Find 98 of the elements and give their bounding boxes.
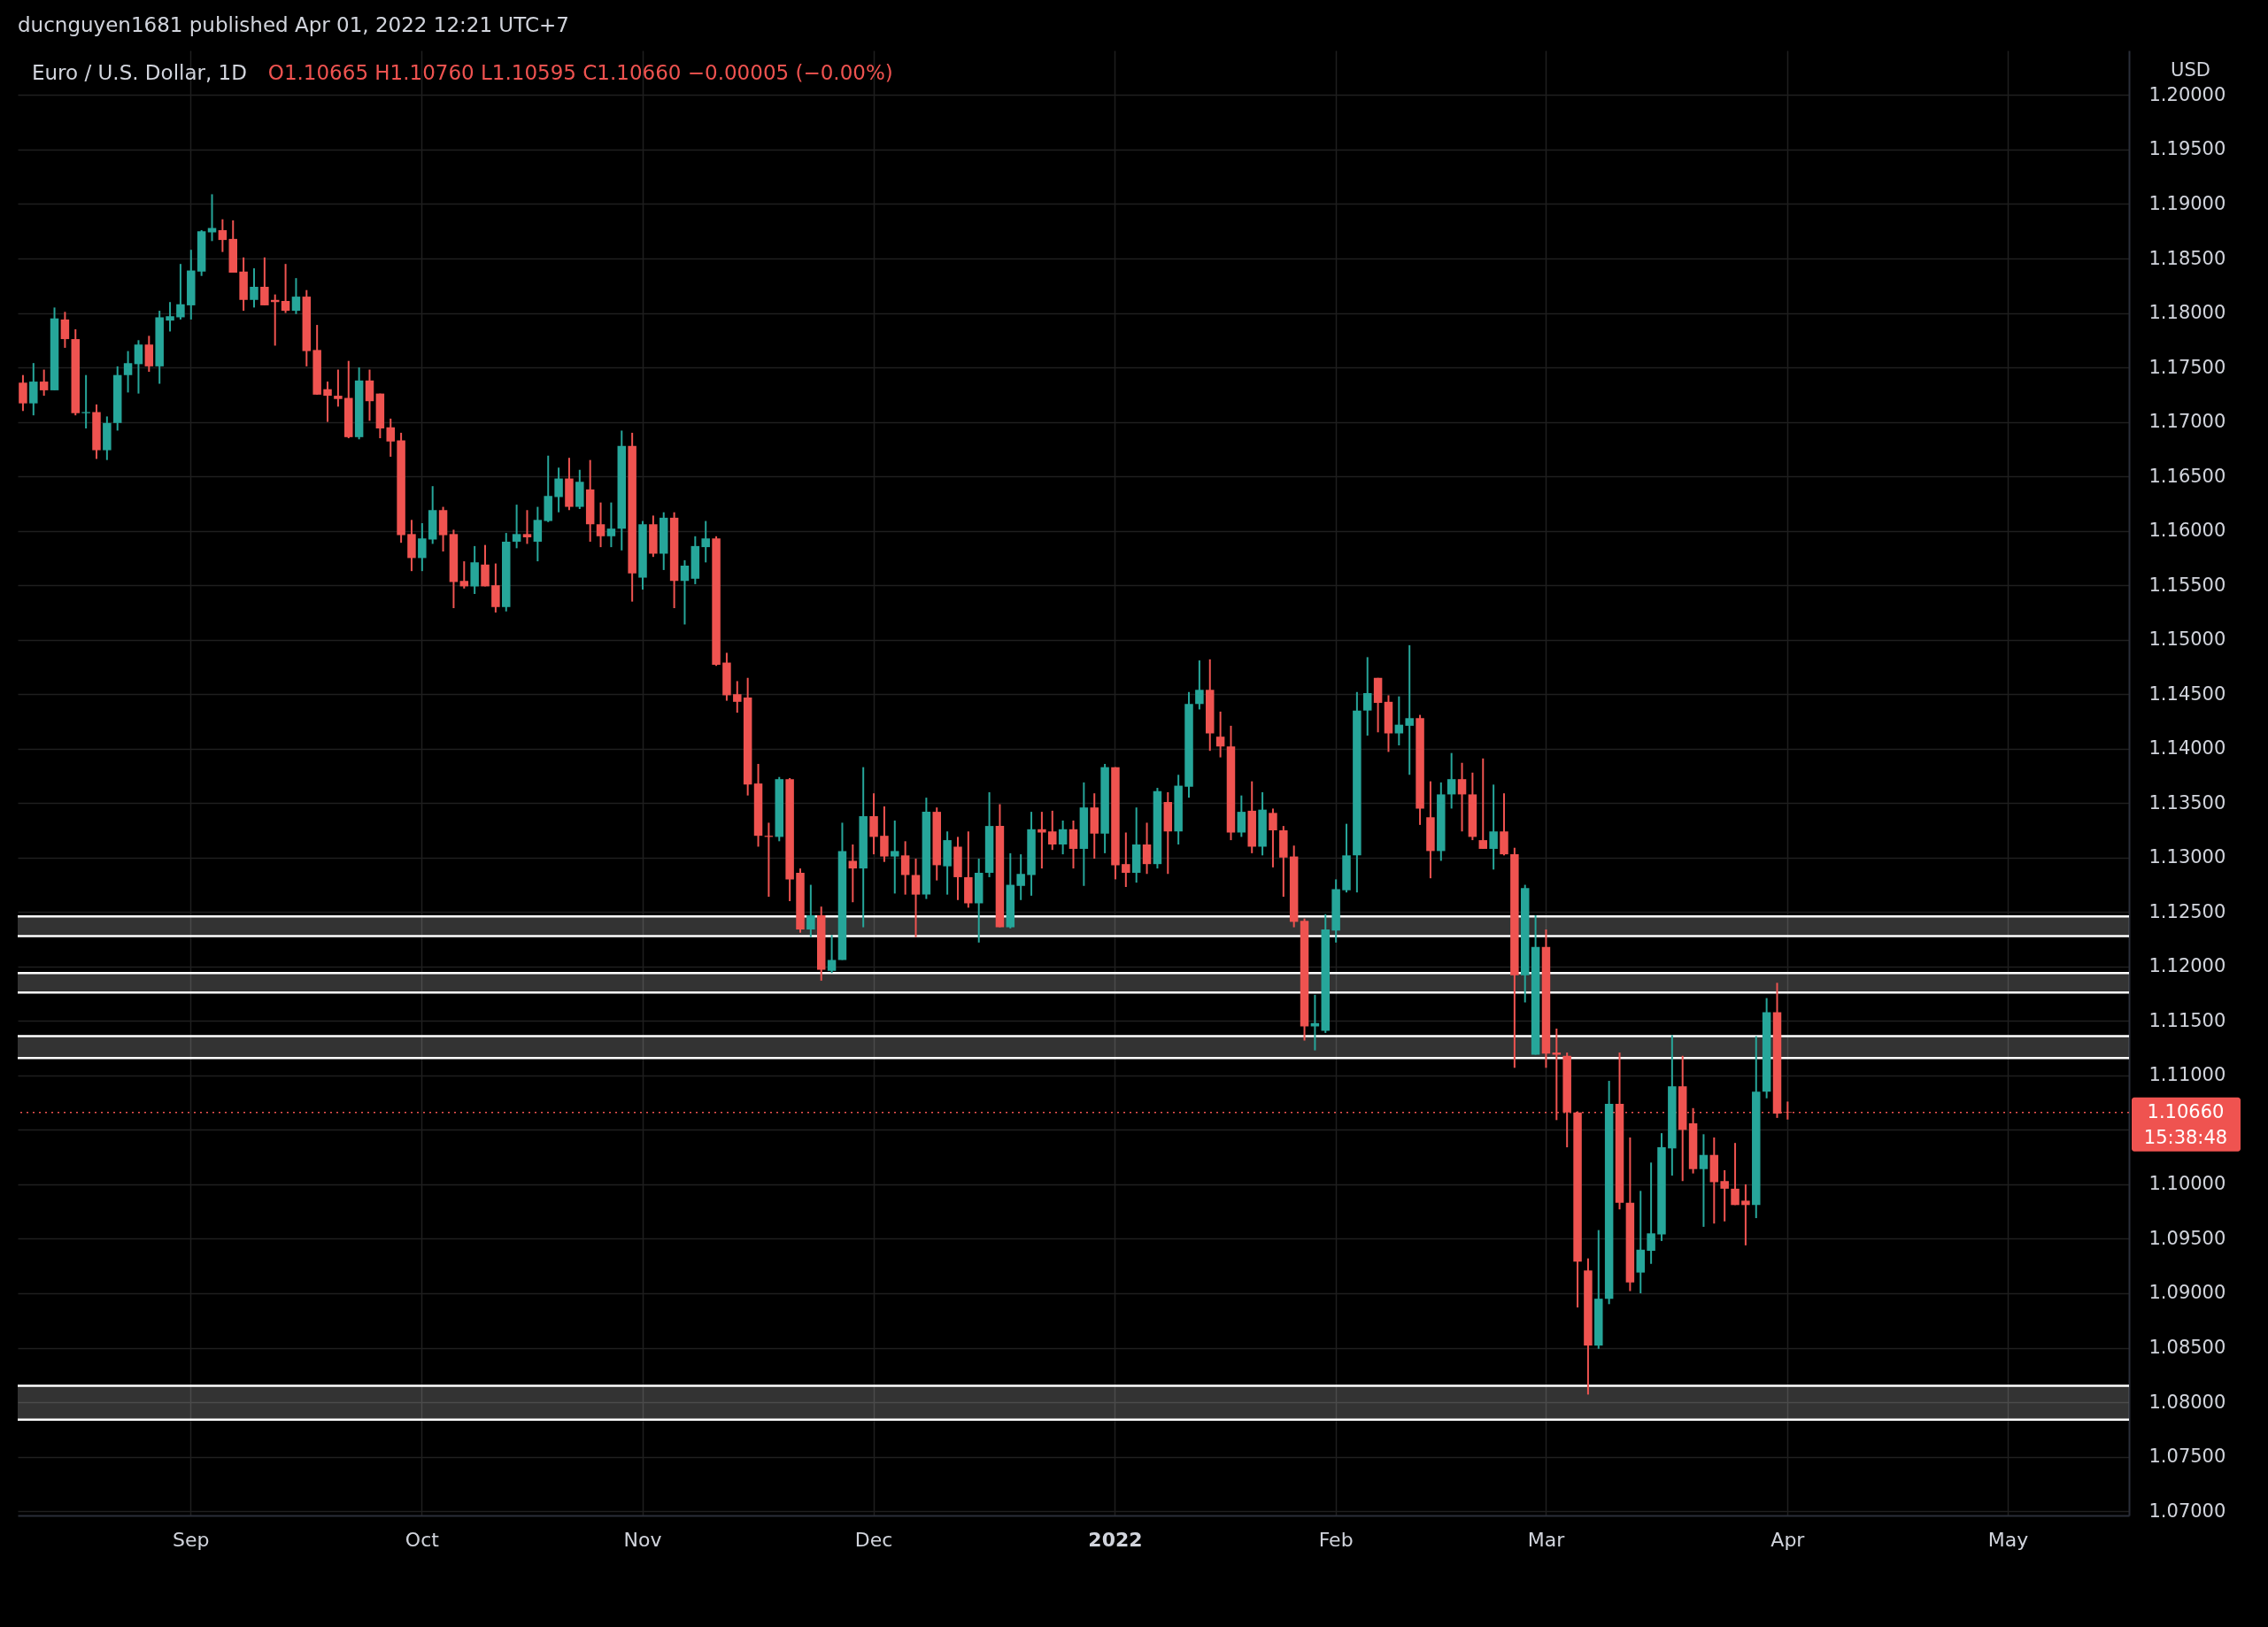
candlestick [1489,783,1498,871]
candlestick [260,256,269,306]
y-tick-label: 1.13500 [2148,791,2226,814]
candlestick [1215,710,1225,759]
candlestick [512,504,521,550]
candlestick [869,792,878,856]
candlestick [1394,695,1404,747]
candlestick [323,381,332,423]
candlestick [1122,831,1130,889]
y-tick-label: 1.08000 [2148,1391,2226,1413]
candlestick [176,263,185,320]
y-tick-label: 1.19500 [2148,138,2226,160]
y-tick-label: 1.17500 [2148,356,2226,378]
y-tick-label: 1.14000 [2148,737,2226,760]
candlestick [1068,819,1078,870]
text: 15:38:48 [2143,1126,2228,1148]
candlestick [1058,819,1068,856]
candlestick [281,263,290,314]
candlestick [848,844,858,904]
candlestick [1731,1142,1740,1207]
candlestick [19,374,27,413]
y-tick-label: 1.12000 [2148,955,2226,977]
candlestick [1195,659,1204,711]
candlestick [733,680,742,714]
y-tick-label: 1.09000 [2148,1282,2226,1304]
x-tick-label: Mar [1527,1528,1566,1551]
candlestick [1699,1133,1709,1228]
candlestick [880,805,889,863]
candlestick [680,559,690,626]
y-tick-label: 1.15000 [2148,628,2226,651]
candlestick [911,858,921,938]
candlestick [123,350,133,394]
candlestick [522,509,532,545]
y-tick-label: 1.20000 [2148,83,2226,105]
x-tick-label: Feb [1318,1528,1354,1551]
x-tick-label: 2022 [1088,1528,1143,1551]
x-tick-label: May [1987,1528,2029,1551]
y-tick-label: 1.07000 [2148,1500,2226,1522]
x-tick-label: Sep [173,1528,210,1551]
y-tick-label: 1.11500 [2148,1009,2226,1031]
candlestick [250,267,258,309]
y-tick-label: 1.08500 [2148,1337,2226,1359]
y-tick-label: 1.12500 [2148,900,2226,922]
y-tick-label: 1.09500 [2148,1227,2226,1249]
candlestick [1048,809,1057,852]
candlestick [1478,757,1488,850]
y-tick-label: 1.10000 [2148,1173,2226,1195]
y-tick-label: 1.14500 [2148,682,2226,705]
y-tick-label: 1.13000 [2148,846,2226,868]
y-tick-label: 1.18000 [2148,302,2226,324]
y-tick-label: 1.07500 [2148,1446,2226,1468]
y-tick-label: 1.16000 [2148,520,2226,542]
y-tick-label: 1.17000 [2148,411,2226,433]
y-tick-label: 1.19000 [2148,193,2226,214]
candlestick [900,840,910,896]
x-tick-label: Oct [405,1528,440,1551]
candlestick [166,301,174,333]
candlestick [39,368,49,397]
y-tick-label: 1.16500 [2148,465,2226,487]
candlestick [1269,807,1277,868]
candlestick [1647,1161,1655,1265]
y-tick-label: 1.15500 [2148,574,2226,596]
candlestick [459,560,469,590]
text: ducnguyen1681 published Apr 01, 2022 12:21 UTC+7 [18,12,569,36]
candlestick [1362,656,1372,736]
x-tick-label: Apr [1770,1528,1806,1551]
y-tick-label: 1.11000 [2148,1064,2226,1086]
x-tick-label: Dec [854,1528,893,1551]
candlestick [606,501,616,549]
y-tick-label: 1.18500 [2148,247,2226,269]
x-tick-label: Nov [623,1528,662,1551]
candlestick [1405,644,1414,776]
candlestick [134,339,143,395]
text: O1.10665 H1.10760 L1.10595 C1.10660 −0.00005 (−0.00%) [267,61,893,84]
candlestick [596,501,606,549]
candlestick [1310,993,1320,1052]
candlestick [291,277,301,315]
candlestick [1016,853,1025,901]
candlestick [827,934,837,975]
candlestick [1237,794,1246,838]
y-axis-title: USD [2171,58,2210,81]
candlestick [1720,1168,1729,1222]
candlestick [418,522,427,573]
candlestick [334,368,343,408]
text: Euro / U.S. Dollar, 1D [32,61,247,84]
ref-line-label: 1.10660 [2147,1100,2225,1122]
candlestick [1457,761,1467,833]
candlestick [891,819,899,895]
candlestick [701,520,710,564]
candlestick [60,311,70,349]
candlestick [806,883,815,938]
candlestick [1446,752,1456,810]
candlestick [1741,1183,1750,1246]
candlestick [386,417,395,458]
candlestick [365,368,374,422]
candlestick [554,467,563,513]
candlestick [218,218,228,253]
candlestick [1142,821,1152,875]
